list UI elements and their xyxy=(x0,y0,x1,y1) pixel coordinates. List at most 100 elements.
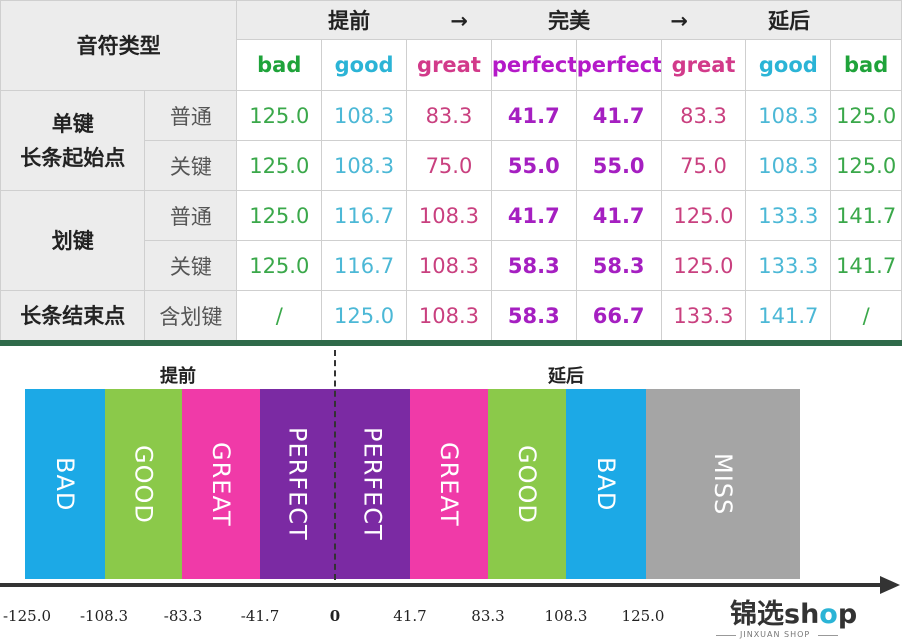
axis-tick-label: 125.0 xyxy=(621,607,665,625)
row-sub-label: 普通 xyxy=(144,190,238,241)
axis-tick-label: -125.0 xyxy=(2,607,52,625)
column-header-bad: bad xyxy=(830,39,902,91)
band-label: BAD xyxy=(592,456,620,512)
table-cell: 108.3 xyxy=(406,190,492,241)
table-cell: 41.7 xyxy=(490,90,577,141)
timing-direction-header: 提前 → 完美 → 延后 xyxy=(236,0,902,40)
logo-subtitle: JINXUAN SHOP xyxy=(740,630,811,639)
shop-logo: 锦选shop xyxy=(730,592,857,631)
row-sub-label: 普通 xyxy=(144,90,238,141)
section-divider xyxy=(0,340,902,346)
perfect-label: 完美 xyxy=(548,9,591,33)
judgement-window-table: 音符类型 提前 → 完美 → 延后 bad good great perfect per… xyxy=(0,0,902,341)
table-cell: 83.3 xyxy=(660,90,747,141)
table-cell: 125.0 xyxy=(660,190,747,241)
logo-text: p xyxy=(837,599,858,630)
table-cell: 55.0 xyxy=(490,140,577,191)
table-cell: 125.0 xyxy=(660,240,747,291)
late-label: 延后 xyxy=(768,9,811,33)
axis-arrow-icon xyxy=(880,576,900,594)
table-cell: 141.7 xyxy=(745,290,832,341)
table-cell: 133.3 xyxy=(745,240,832,291)
logo-rule xyxy=(818,635,838,636)
table-cell: 116.7 xyxy=(321,190,408,241)
table-cell: 75.0 xyxy=(406,140,492,191)
table-cell: 108.3 xyxy=(321,90,408,141)
note-type-header: 音符类型 xyxy=(0,0,238,91)
timing-axis xyxy=(0,583,882,587)
column-header-great: great xyxy=(406,39,492,91)
group-label: 单键 长条起始点 xyxy=(0,90,146,191)
group-label: 长条结束点 xyxy=(0,290,146,341)
band-label: GREAT xyxy=(435,441,463,527)
column-header-great: great xyxy=(660,39,747,91)
table-row: 长条结束点 含划键 / 125.0 108.3 58.3 66.7 133.3 … xyxy=(0,290,902,341)
column-header-perfect: perfect xyxy=(575,39,662,91)
table-cell: 108.3 xyxy=(745,140,832,191)
timing-band-great: GREAT xyxy=(182,389,260,579)
timing-band-good: GOOD xyxy=(105,389,182,579)
table-cell: 125.0 xyxy=(236,240,323,291)
column-header-bad: bad xyxy=(236,39,323,91)
logo-text: 锦选sh xyxy=(730,599,820,630)
row-sub-label: 含划键 xyxy=(144,290,238,341)
table-cell: 125.0 xyxy=(236,140,323,191)
axis-tick-label: 83.3 xyxy=(471,607,505,625)
table-cell: 55.0 xyxy=(575,140,662,191)
timing-band-bad: BAD xyxy=(566,389,646,579)
band-label: GOOD xyxy=(513,444,541,524)
table-cell: 41.7 xyxy=(490,190,577,241)
timing-band-great: GREAT xyxy=(410,389,488,579)
table-cell: / xyxy=(830,290,902,341)
table-cell: 66.7 xyxy=(575,290,662,341)
table-cell: 41.7 xyxy=(575,190,662,241)
early-label: 提前 xyxy=(328,9,371,33)
axis-tick-label: 41.7 xyxy=(393,607,427,625)
axis-tick-label: 108.3 xyxy=(544,607,588,625)
table-cell: 75.0 xyxy=(660,140,747,191)
column-header-good: good xyxy=(745,39,832,91)
table-cell: 141.7 xyxy=(830,190,902,241)
group-label: 划键 xyxy=(0,190,146,291)
table-cell: 116.7 xyxy=(321,240,408,291)
table-cell: 125.0 xyxy=(830,90,902,141)
table-cell: 141.7 xyxy=(830,240,902,291)
table-cell: 83.3 xyxy=(406,90,492,141)
timing-band-perfect: PERFECT xyxy=(260,389,335,579)
timing-band-good: GOOD xyxy=(488,389,566,579)
table-cell: 108.3 xyxy=(321,140,408,191)
band-label: MISS xyxy=(709,452,737,516)
group-label-text: 单键 长条起始点 xyxy=(20,111,126,170)
table-row: 划键 普通 125.0 116.7 108.3 41.7 41.7 125.0 … xyxy=(0,190,902,291)
band-label: PERFECT xyxy=(358,427,387,541)
band-label: PERFECT xyxy=(283,427,312,541)
table-cell: 58.3 xyxy=(490,240,577,291)
arrow-right-icon: → xyxy=(670,9,688,33)
axis-tick-label: -108.3 xyxy=(79,607,129,625)
table-row: 单键 长条起始点 普通 125.0 108.3 83.3 41.7 41.7 8… xyxy=(0,90,902,191)
table-cell: 133.3 xyxy=(660,290,747,341)
table-row: 关键 125.0 116.7 108.3 58.3 58.3 125.0 133… xyxy=(1,240,902,291)
table-cell: 58.3 xyxy=(575,240,662,291)
logo-text: o xyxy=(819,599,838,630)
axis-tick-label: -83.3 xyxy=(163,607,203,625)
table-cell: 125.0 xyxy=(321,290,408,341)
table-cell: 108.3 xyxy=(745,90,832,141)
zero-line xyxy=(334,350,336,580)
table-row: 关键 125.0 108.3 75.0 55.0 55.0 75.0 108.3… xyxy=(1,140,902,191)
arrow-right-icon: → xyxy=(450,9,468,33)
table-cell: / xyxy=(236,290,323,341)
row-sub-label: 关键 xyxy=(144,240,238,291)
table-cell: 125.0 xyxy=(236,90,323,141)
band-label: GREAT xyxy=(207,441,235,527)
band-label: BAD xyxy=(51,456,79,512)
table-cell: 108.3 xyxy=(406,240,492,291)
logo-rule xyxy=(716,635,736,636)
band-label: GOOD xyxy=(129,444,158,524)
timing-band-perfect: PERFECT xyxy=(335,389,410,579)
early-phase-label: 提前 xyxy=(160,366,196,387)
table-cell: 133.3 xyxy=(745,190,832,241)
axis-tick-label: -41.7 xyxy=(240,607,280,625)
table-cell: 58.3 xyxy=(490,290,577,341)
column-header-perfect: perfect xyxy=(490,39,577,91)
